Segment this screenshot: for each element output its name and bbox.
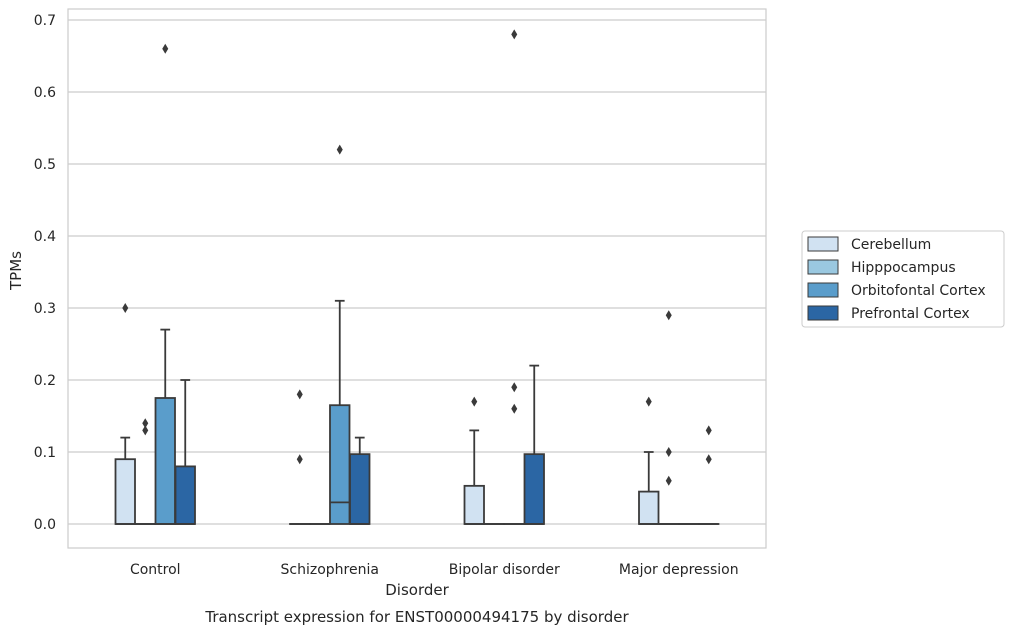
outlier-point bbox=[336, 144, 343, 155]
outlier-point bbox=[511, 403, 518, 414]
outlier-point bbox=[296, 454, 303, 465]
box-element bbox=[503, 29, 525, 525]
outlier-point bbox=[665, 447, 672, 457]
box bbox=[638, 490, 660, 525]
outlier-point bbox=[142, 418, 149, 429]
y-tick-label: 0.1 bbox=[34, 445, 56, 461]
box-element bbox=[289, 389, 311, 525]
box-element bbox=[638, 396, 660, 525]
outlier-point bbox=[142, 425, 149, 436]
box bbox=[154, 397, 176, 525]
chart-caption: Transcript expression for ENST0000049417… bbox=[204, 608, 629, 626]
outlier-point bbox=[471, 396, 478, 407]
legend-label: Orbitofontal Cortex bbox=[851, 283, 986, 299]
outlier-point bbox=[162, 43, 169, 54]
outlier-point bbox=[705, 454, 712, 465]
box-element bbox=[463, 396, 485, 525]
legend-swatch bbox=[807, 236, 839, 252]
box-element bbox=[154, 43, 176, 525]
legend-frame bbox=[801, 230, 1005, 328]
box-element bbox=[349, 436, 371, 525]
x-axis-ticks: Control Schizophrenia Bipolar disorder Majo… bbox=[130, 562, 739, 578]
box bbox=[114, 458, 136, 525]
legend-swatch bbox=[807, 305, 839, 321]
box-element bbox=[329, 144, 351, 525]
y-tick-label: 0.4 bbox=[34, 229, 56, 245]
outlier-point bbox=[296, 389, 303, 400]
y-tick-label: 0.7 bbox=[34, 13, 56, 29]
y-tick-label: 0.6 bbox=[34, 85, 56, 101]
outlier-point bbox=[645, 396, 652, 407]
boxes bbox=[114, 29, 720, 525]
legend-swatch bbox=[807, 282, 839, 298]
x-tick-label: Control bbox=[130, 562, 181, 578]
legend-label: Hipppocampus bbox=[851, 260, 956, 276]
x-tick-label: Schizophrenia bbox=[281, 562, 379, 578]
box bbox=[174, 465, 196, 525]
box bbox=[463, 484, 485, 525]
y-tick-label: 0.3 bbox=[34, 301, 56, 317]
box bbox=[329, 404, 351, 525]
box-element bbox=[698, 425, 720, 525]
x-axis-title: Disorder bbox=[385, 581, 449, 599]
legend-label: Cerebellum bbox=[851, 237, 931, 253]
x-tick-label: Major depression bbox=[619, 562, 739, 578]
outlier-point bbox=[665, 475, 672, 486]
box-element bbox=[114, 303, 136, 525]
box bbox=[523, 453, 545, 525]
y-axis-title: TPMs bbox=[7, 251, 25, 291]
outlier-point bbox=[511, 29, 518, 40]
y-axis-ticks: 0.0 0.1 0.2 0.3 0.4 0.5 0.6 0.7 bbox=[34, 13, 56, 533]
legend-swatch bbox=[807, 259, 839, 275]
y-tick-label: 0.2 bbox=[34, 373, 56, 389]
box-element bbox=[658, 310, 680, 525]
legend-label: Prefrontal Cortex bbox=[851, 306, 970, 322]
legend: Cerebellum Hipppocampus Orbitofontal Corte… bbox=[801, 230, 1005, 328]
outlier-point bbox=[511, 382, 518, 393]
box-element bbox=[134, 418, 156, 525]
outlier-point bbox=[122, 303, 129, 313]
y-tick-label: 0.5 bbox=[34, 157, 56, 173]
outlier-point bbox=[705, 425, 712, 436]
x-tick-label: Bipolar disorder bbox=[449, 562, 560, 578]
plot-area-frame bbox=[67, 8, 767, 549]
y-tick-label: 0.0 bbox=[34, 517, 56, 533]
outlier-point bbox=[665, 310, 672, 321]
box bbox=[349, 453, 371, 525]
box-element bbox=[174, 379, 196, 525]
box-element bbox=[523, 364, 545, 525]
